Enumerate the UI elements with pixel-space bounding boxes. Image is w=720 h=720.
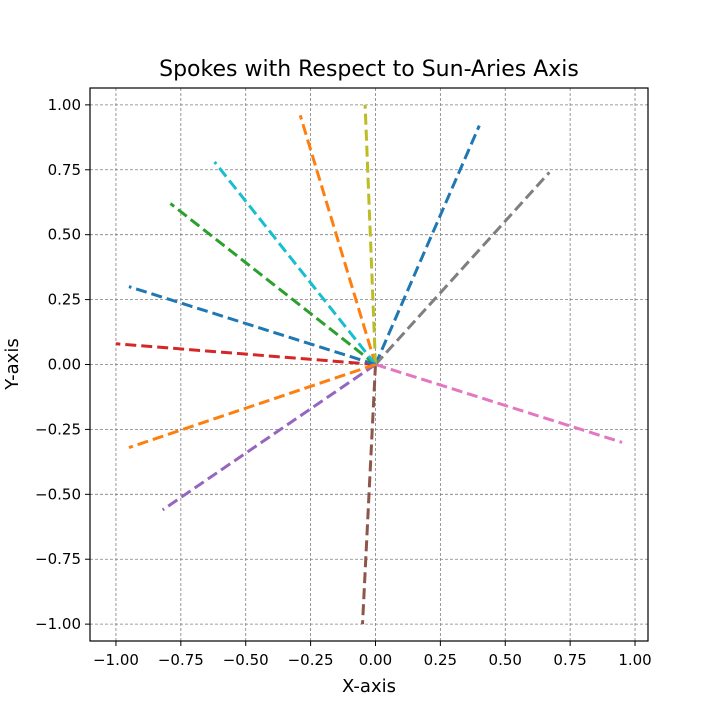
x-tick-label: −0.25	[288, 651, 334, 669]
spoke-line-4	[115, 342, 376, 366]
spoke-line-7	[375, 363, 623, 444]
chart-title: Spokes with Respect to Sun-Aries Axis	[159, 57, 579, 82]
x-tick-label: −1.00	[93, 651, 139, 669]
x-axis-label: X-axis	[342, 676, 396, 697]
x-tick-label: 0.25	[424, 651, 457, 669]
spoke-line-9	[363, 104, 377, 365]
y-tick-label: 0.00	[48, 356, 81, 374]
y-tick-label: 0.75	[48, 161, 81, 179]
spoke-line-6	[361, 364, 377, 625]
spoke-line-2	[298, 114, 377, 365]
spoke-line-12	[128, 363, 376, 450]
y-tick-label: 0.50	[48, 226, 81, 244]
x-tick-label: 1.00	[618, 651, 651, 669]
x-tick-label: 0.50	[489, 651, 522, 669]
y-tick-label: −0.25	[35, 420, 81, 438]
spoke-layer	[115, 104, 623, 625]
spoke-line-10	[213, 161, 377, 366]
spoke-line-11	[128, 285, 376, 366]
tick-layer: −1.00 −0.75 −0.50 −0.25 0.00 0.25 0.50 0.75 1.00…	[35, 96, 652, 669]
x-tick-label: 0.00	[359, 651, 392, 669]
spoke-line-8	[374, 171, 551, 366]
spoke-line-3	[169, 202, 377, 366]
x-tick-label: 0.75	[553, 651, 586, 669]
y-tick-label: 0.25	[48, 291, 81, 309]
y-tick-label: 1.00	[48, 96, 81, 114]
y-tick-label: −0.50	[35, 485, 81, 503]
x-tick-label: −0.75	[158, 651, 204, 669]
y-axis-label: Y-axis	[2, 338, 23, 390]
spoke-line-5	[161, 363, 377, 512]
y-tick-label: −0.75	[35, 550, 81, 568]
y-tick-label: −1.00	[35, 615, 81, 633]
x-tick-label: −0.50	[223, 651, 269, 669]
spoke-line-1	[374, 125, 481, 366]
